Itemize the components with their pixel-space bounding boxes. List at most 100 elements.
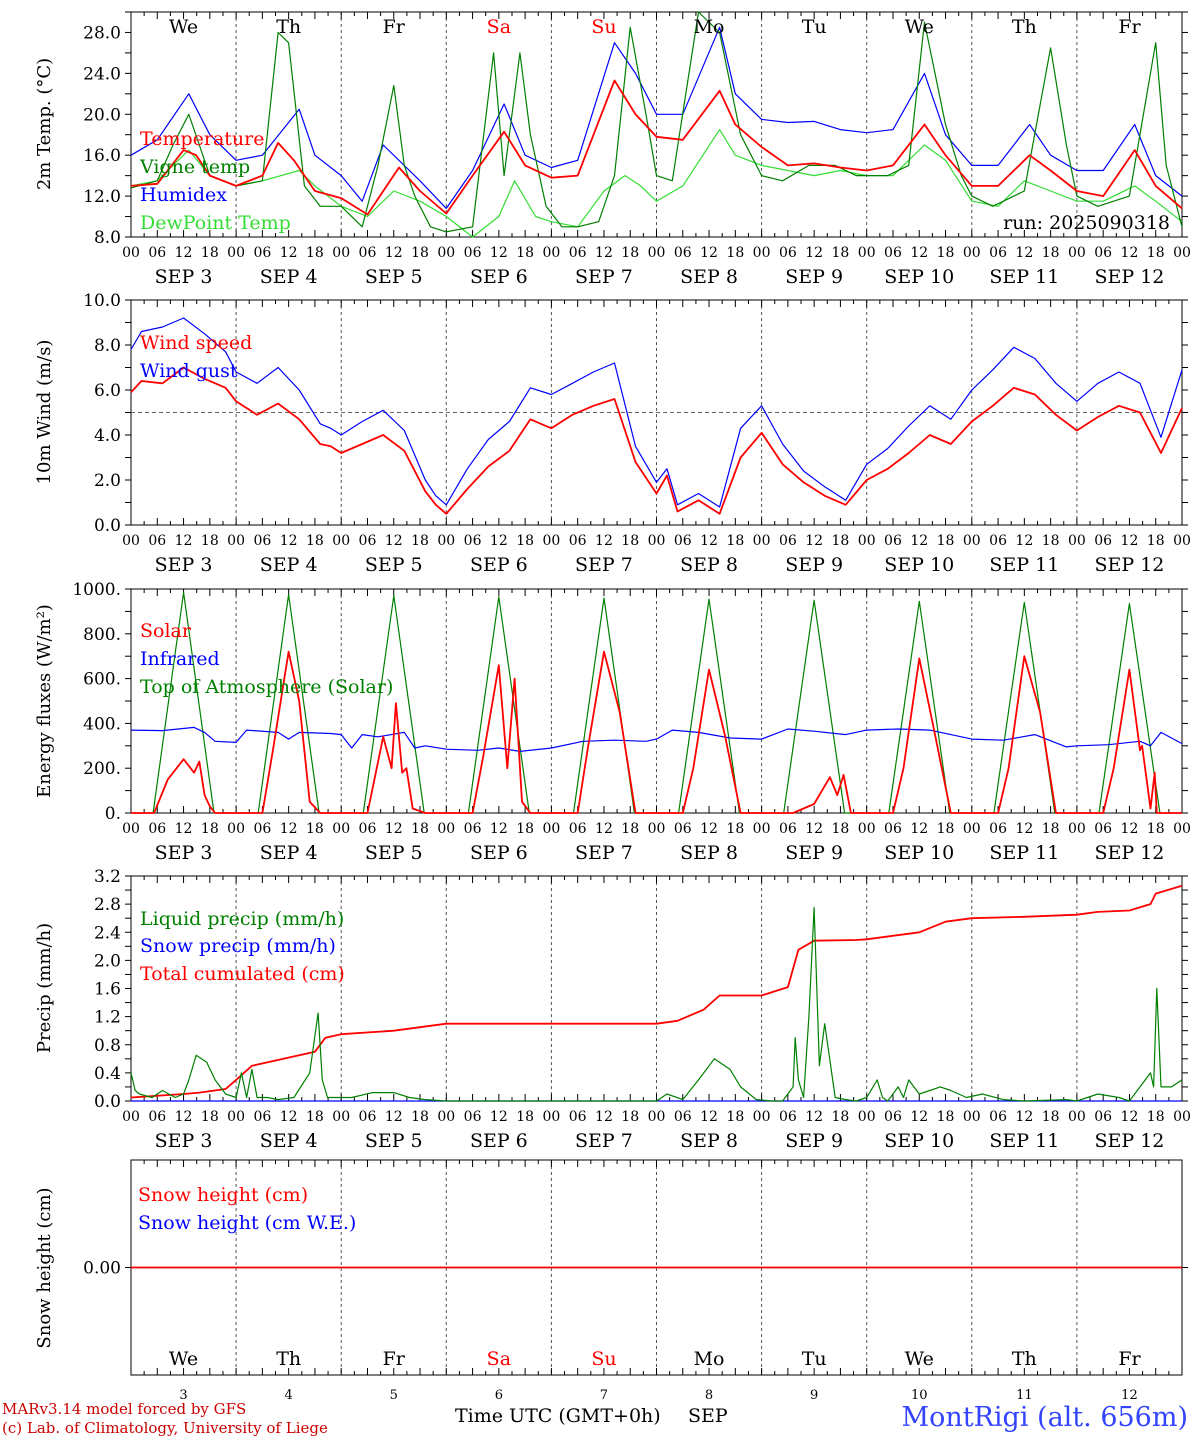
hour-tick-label: 18 [832, 533, 850, 549]
hour-tick-label: 00 [648, 245, 666, 261]
hour-tick-label: 18 [726, 245, 744, 261]
energy-y-axis-title: Energy fluxes (W/m²) [34, 604, 55, 798]
hour-tick-label: 06 [359, 533, 377, 549]
hour-tick-label: 12 [385, 245, 403, 261]
y-tick-label: 8.0 [94, 228, 121, 248]
hour-tick-label: 00 [542, 245, 560, 261]
weekday-label: Th [276, 16, 301, 38]
hour-tick-label: 06 [779, 1109, 797, 1125]
y-tick-label: 6.0 [94, 381, 121, 401]
hour-tick-label: 18 [516, 245, 534, 261]
hour-tick-label: 12 [1121, 821, 1139, 837]
series-line [130, 26, 1183, 209]
hour-tick-label: 00 [648, 533, 666, 549]
hour-tick-label: 06 [253, 533, 271, 549]
date-label: SEP 11 [989, 1130, 1059, 1152]
hour-tick-label: 12 [1015, 1109, 1033, 1125]
hour-tick-label: 00 [437, 533, 455, 549]
y-tick-label: 0. [105, 804, 121, 824]
hour-tick-label: 18 [937, 821, 955, 837]
weekday-label: Su [591, 1348, 616, 1370]
series-line [130, 906, 1183, 1102]
series-line [130, 726, 1183, 753]
hour-tick-label: 06 [148, 1109, 166, 1125]
date-label: SEP 8 [680, 1130, 738, 1152]
date-label: SEP 5 [365, 266, 423, 288]
station-label: MontRigi (alt. 656m) [901, 1402, 1188, 1433]
date-label: SEP 12 [1095, 842, 1165, 864]
series-line [131, 650, 1182, 814]
date-label: SEP 3 [155, 1130, 213, 1152]
hour-tick-label: 18 [411, 821, 429, 837]
hour-tick-label: 12 [490, 533, 508, 549]
x-axis-title: Time UTC (GMT+0h) [455, 1405, 661, 1427]
hour-tick-label: 18 [201, 533, 219, 549]
hour-tick-label: 00 [332, 533, 350, 549]
hour-tick-label: 00 [332, 245, 350, 261]
hour-tick-label: 18 [516, 1109, 534, 1125]
date-label: SEP 6 [470, 554, 528, 576]
hour-tick-label: 12 [280, 533, 298, 549]
hour-tick-label: 12 [595, 533, 613, 549]
hour-tick-label: 00 [227, 533, 245, 549]
hour-tick-label: 00 [963, 821, 981, 837]
hour-tick-label: 06 [253, 245, 271, 261]
hour-tick-label: 18 [832, 245, 850, 261]
hour-tick-label: 18 [1147, 1109, 1165, 1125]
hour-tick-label: 00 [963, 1109, 981, 1125]
hour-tick-label: 12 [385, 821, 403, 837]
hour-tick-label: 00 [1068, 533, 1086, 549]
weekday-label: Th [276, 1348, 301, 1370]
hour-tick-label: 00 [1068, 1109, 1086, 1125]
hour-tick-label: 06 [569, 1109, 587, 1125]
y-tick-label: 1.2 [94, 1008, 121, 1028]
hour-tick-label: 06 [253, 1109, 271, 1125]
y-tick-label: 2.8 [94, 895, 121, 915]
hour-tick-label: 06 [1094, 533, 1112, 549]
y-tick-label: 8.0 [94, 336, 121, 356]
hour-tick-label: 18 [306, 245, 324, 261]
legend-entry: Total cumulated (cm) [140, 963, 345, 985]
hour-tick-label: 06 [1094, 821, 1112, 837]
date-label: SEP 9 [785, 842, 843, 864]
date-label: SEP 10 [884, 266, 954, 288]
weekday-label: We [169, 16, 198, 38]
weekday-label: Tu [802, 1348, 827, 1370]
hour-tick-label: 06 [253, 821, 271, 837]
hour-tick-label: 00 [437, 1109, 455, 1125]
date-label: SEP 8 [680, 266, 738, 288]
hour-tick-label: 00 [858, 245, 876, 261]
date-label: SEP 8 [680, 842, 738, 864]
hour-tick-label: 12 [1015, 533, 1033, 549]
date-label: SEP 4 [260, 266, 318, 288]
hour-tick-label: 00 [648, 1109, 666, 1125]
hour-tick-label: 00 [648, 821, 666, 837]
y-tick-label: 0.4 [94, 1064, 121, 1084]
y-tick-label: 400. [83, 714, 121, 734]
hour-tick-label: 06 [569, 533, 587, 549]
y-tick-label: 24.0 [83, 64, 121, 84]
hour-tick-label: 12 [910, 533, 928, 549]
hour-tick-label: 00 [122, 1109, 140, 1125]
weekday-label: We [905, 1348, 934, 1370]
date-label: SEP 5 [365, 554, 423, 576]
snow-panel: 0.00 Snow height (cm) Snow height (cm) Snow… [34, 1159, 1188, 1403]
date-label: SEP 10 [884, 554, 954, 576]
date-label: SEP 3 [155, 266, 213, 288]
hour-tick-label: 18 [832, 1109, 850, 1125]
y-tick-label: 20.0 [83, 105, 121, 125]
credit-block: MARv3.14 model forced by GFS (c) Lab. of… [2, 1400, 328, 1438]
date-label: SEP 6 [470, 1130, 528, 1152]
hour-tick-label: 18 [1147, 533, 1165, 549]
hour-tick-label: 06 [989, 821, 1007, 837]
weekday-label: Fr [1118, 1348, 1141, 1370]
hour-tick-label: 12 [805, 1109, 823, 1125]
hour-tick-label: 12 [595, 821, 613, 837]
hour-tick-label: 06 [779, 533, 797, 549]
legend-entry: Snow precip (mm/h) [140, 935, 336, 957]
hour-tick-label: 00 [332, 1109, 350, 1125]
precip-y-axis-title: Precip (mm/h) [34, 923, 55, 1053]
hour-tick-label: 18 [306, 533, 324, 549]
hour-tick-label: 00 [753, 245, 771, 261]
hour-tick-label: 00 [858, 533, 876, 549]
